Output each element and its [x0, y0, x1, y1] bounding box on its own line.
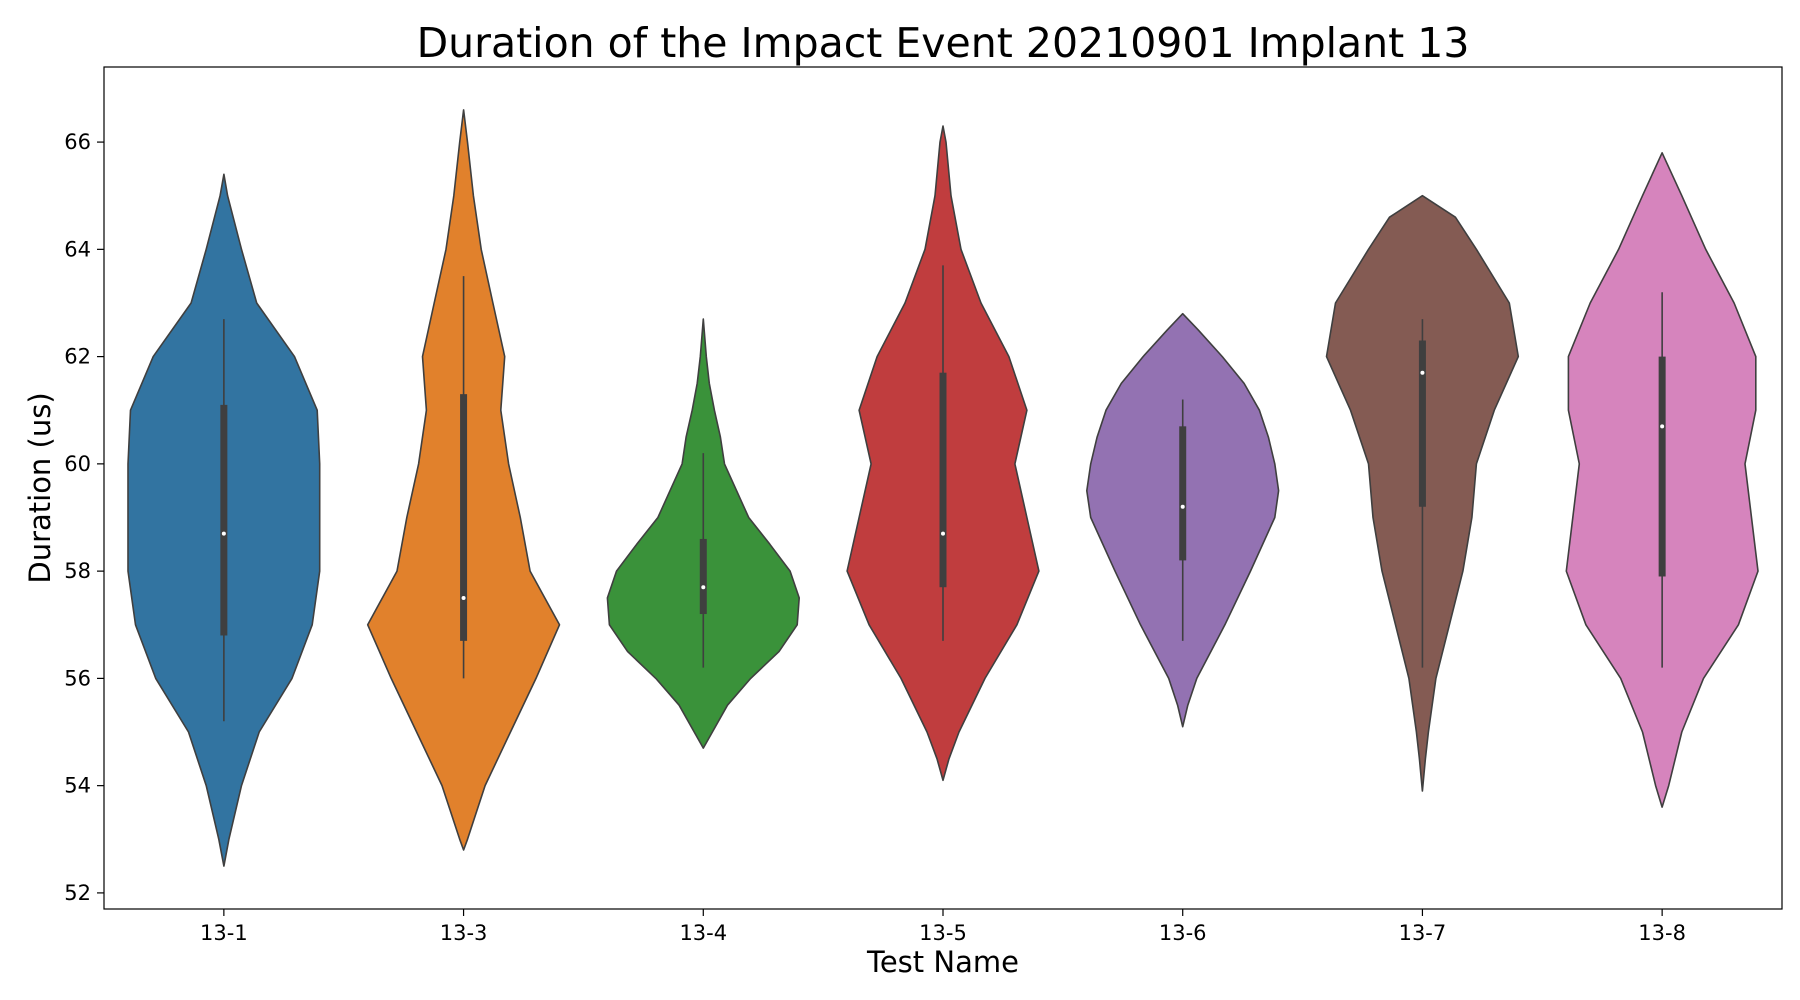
- violin-iqr-box: [699, 538, 707, 615]
- y-tick-label: 58: [64, 559, 91, 583]
- y-tick-label: 56: [64, 666, 91, 690]
- violin-median-point: [1180, 504, 1185, 509]
- y-tick-label: 60: [64, 452, 91, 476]
- violin-iqr-box: [1179, 426, 1187, 561]
- y-tick-label: 64: [64, 237, 91, 261]
- x-axis: 13-1 13-3 13-4 13-5 13-6 13-7 13-8: [200, 909, 1686, 945]
- violin-iqr-box: [460, 394, 468, 641]
- violins: [127, 109, 1759, 867]
- x-tick-label: 13-4: [679, 921, 727, 945]
- x-tick-label: 13-3: [440, 921, 488, 945]
- x-tick-label: 13-6: [1159, 921, 1207, 945]
- y-tick-label: 62: [64, 345, 91, 369]
- violin-iqr-box: [220, 404, 228, 636]
- chart-title: Duration of the Impact Event 20210901 Im…: [417, 19, 1470, 67]
- x-tick-label: 13-1: [200, 921, 248, 945]
- violin-13-8: [1565, 152, 1759, 808]
- violin-median-point: [221, 531, 226, 536]
- violin-13-3: [366, 109, 561, 851]
- violin-iqr-box: [1418, 340, 1426, 507]
- y-tick-label: 54: [64, 774, 91, 798]
- violin-13-1: [127, 173, 321, 867]
- x-tick-label: 13-5: [919, 921, 967, 945]
- violin-median-point: [461, 595, 466, 600]
- violin-13-7: [1325, 194, 1520, 792]
- violin-iqr-box: [1658, 356, 1666, 577]
- x-axis-label: Test Name: [866, 945, 1019, 979]
- violin-13-4: [606, 318, 800, 749]
- y-axis: 52 54 56 58 60 62 64 66: [64, 130, 104, 905]
- y-tick-label: 52: [64, 881, 91, 905]
- violin-13-6: [1086, 312, 1280, 728]
- violin-iqr-box: [939, 372, 947, 588]
- violin-median-point: [941, 531, 945, 536]
- x-tick-label: 13-7: [1399, 921, 1447, 945]
- violin-median-point: [1420, 370, 1425, 375]
- violin-median-point: [701, 585, 706, 590]
- y-axis-label: Duration (us): [23, 392, 57, 583]
- x-tick-label: 13-8: [1638, 921, 1686, 945]
- violin-median-point: [1660, 424, 1665, 429]
- violin-13-5: [846, 125, 1040, 782]
- y-tick-label: 66: [64, 130, 91, 154]
